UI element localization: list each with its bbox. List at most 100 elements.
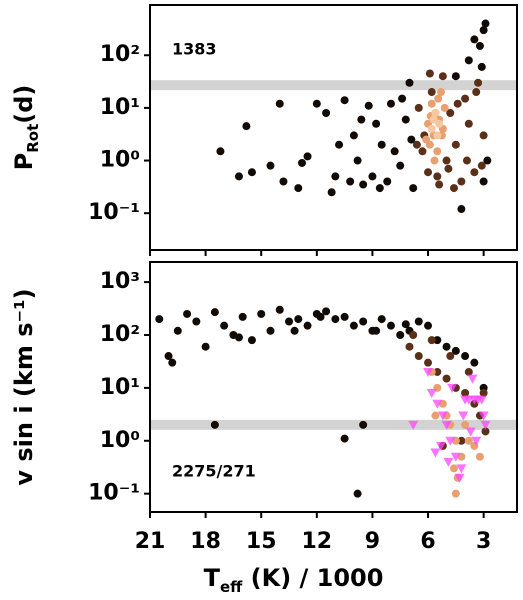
point — [461, 352, 470, 361]
point — [375, 184, 384, 193]
point — [441, 420, 452, 430]
point — [467, 374, 478, 384]
y-tick-label: 10¹ — [100, 375, 140, 400]
point — [449, 464, 458, 473]
point — [401, 115, 410, 124]
point — [266, 326, 275, 335]
point — [409, 330, 418, 339]
point — [346, 177, 355, 186]
point — [405, 342, 414, 351]
point — [424, 358, 433, 367]
point — [331, 315, 340, 324]
x-label-part: (K) / 1000 — [242, 564, 383, 592]
point — [173, 326, 182, 335]
point — [458, 411, 469, 421]
point — [192, 317, 201, 326]
point — [457, 436, 466, 445]
point — [480, 420, 491, 430]
point — [477, 62, 486, 71]
point — [477, 161, 486, 170]
point — [462, 156, 471, 165]
point — [461, 420, 470, 429]
point — [247, 168, 256, 177]
point — [285, 317, 294, 326]
y-tick-label: 10⁰ — [100, 148, 140, 173]
x-tick-label: 12 — [302, 529, 333, 554]
point — [442, 156, 451, 165]
x-axis-label: Teff (K) / 1000 — [204, 564, 384, 596]
point — [340, 96, 349, 105]
point — [364, 101, 373, 110]
point — [396, 161, 405, 170]
point — [451, 346, 460, 355]
point — [238, 312, 247, 321]
y-tick-label: 10³ — [100, 269, 140, 294]
point — [476, 395, 487, 405]
point — [435, 119, 444, 128]
point — [457, 177, 466, 186]
point — [446, 352, 455, 361]
point — [234, 333, 243, 342]
point — [432, 399, 443, 409]
point — [327, 188, 336, 197]
point — [465, 427, 476, 437]
point — [368, 172, 377, 181]
point — [429, 115, 438, 124]
y-tick-label: 10⁰ — [100, 428, 140, 453]
point — [446, 108, 455, 117]
point — [464, 436, 473, 445]
x-tick-label: 18 — [190, 529, 221, 554]
point — [424, 168, 433, 177]
point — [412, 140, 421, 149]
point — [445, 436, 456, 446]
point — [401, 320, 410, 329]
x-tick-label: 15 — [246, 529, 277, 554]
point — [430, 156, 439, 165]
point — [424, 321, 433, 330]
point — [453, 99, 462, 108]
x-tick-label: 6 — [420, 529, 435, 554]
point — [303, 152, 312, 161]
y-axis-label: PRot(d) — [10, 85, 42, 171]
point — [290, 326, 299, 335]
x-tick-label: 3 — [476, 529, 491, 554]
y-tick-label: 10¹ — [100, 95, 140, 120]
point — [475, 452, 484, 461]
point — [322, 307, 331, 316]
point — [451, 72, 460, 81]
point — [297, 158, 306, 167]
point — [377, 140, 386, 149]
point — [451, 489, 460, 498]
point — [481, 427, 490, 436]
point — [275, 305, 284, 314]
point — [427, 124, 436, 133]
y-tick-label: 10² — [100, 42, 140, 67]
point — [340, 434, 349, 443]
point — [359, 317, 368, 326]
point — [316, 312, 325, 321]
point — [451, 140, 460, 149]
point — [294, 315, 303, 324]
point — [294, 184, 303, 193]
y-tick-label: 10⁻¹ — [88, 200, 140, 225]
point — [372, 119, 381, 128]
annotation: 1383 — [172, 40, 217, 59]
point — [481, 19, 490, 28]
point — [474, 78, 483, 87]
point — [303, 321, 312, 330]
point — [464, 367, 473, 376]
point — [479, 26, 488, 35]
point — [183, 309, 192, 318]
frame — [149, 4, 518, 251]
point — [414, 103, 423, 112]
y-tick-label: 10⁻¹ — [88, 481, 140, 506]
point — [242, 122, 251, 131]
point — [359, 180, 368, 189]
point — [470, 35, 479, 44]
point — [423, 367, 434, 377]
point — [331, 172, 340, 181]
point — [479, 177, 488, 186]
point — [433, 336, 442, 345]
point — [442, 342, 451, 351]
point — [201, 342, 210, 351]
